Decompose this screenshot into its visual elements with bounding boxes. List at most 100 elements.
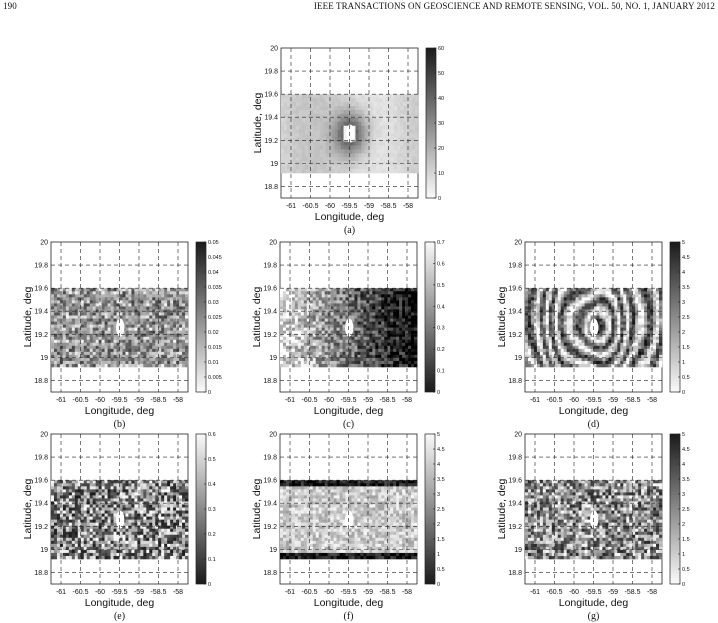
- image-cell: [647, 342, 651, 347]
- image-cell: [125, 339, 129, 344]
- image-cell: [173, 297, 177, 301]
- image-cell: [623, 342, 627, 347]
- image-cell: [53, 534, 58, 539]
- image-cell: [161, 363, 165, 368]
- image-cell: [173, 348, 177, 353]
- image-cell: [74, 288, 79, 292]
- image-cell: [599, 336, 603, 341]
- image-cell: [62, 294, 67, 298]
- image-cell: [396, 309, 400, 313]
- image-cell: [351, 321, 355, 325]
- image-cell: [101, 291, 105, 295]
- image-cell: [65, 504, 70, 508]
- image-cell: [101, 342, 105, 347]
- image-cell: [294, 312, 299, 316]
- image-cell: [104, 330, 108, 334]
- image-cell: [626, 303, 630, 307]
- image-cell: [557, 354, 562, 359]
- image-cell: [390, 360, 394, 365]
- image-cell: [402, 315, 406, 319]
- image-cell: [611, 330, 615, 334]
- image-cell: [409, 110, 413, 115]
- image-cell: [291, 312, 296, 316]
- image-cell: [414, 342, 418, 347]
- image-cell: [584, 342, 588, 347]
- image-cell: [304, 157, 309, 162]
- image-cell: [412, 161, 416, 166]
- image-cell: [376, 149, 380, 154]
- image-cell: [92, 291, 96, 295]
- image-cell: [322, 117, 326, 123]
- image-cell: [400, 133, 404, 138]
- image-cell: [325, 102, 329, 107]
- image-cell: [51, 330, 55, 334]
- image-cell: [158, 336, 162, 341]
- image-cell: [653, 300, 657, 304]
- image-cell: [346, 157, 350, 162]
- image-cell: [412, 133, 416, 138]
- image-cell: [104, 309, 108, 313]
- image-cell: [381, 300, 385, 304]
- image-cell: [286, 149, 291, 154]
- image-cell: [179, 351, 183, 356]
- image-cell: [158, 294, 162, 298]
- image-cell: [659, 348, 663, 353]
- image-cell: [403, 165, 407, 170]
- image-cell: [59, 489, 64, 493]
- image-cell: [80, 327, 85, 331]
- image-cell: [575, 300, 579, 304]
- image-cell: [614, 324, 618, 328]
- image-cell: [378, 348, 382, 353]
- image-cell: [578, 309, 582, 313]
- image-cell: [331, 141, 335, 146]
- image-cell: [143, 351, 147, 356]
- image-cell: [614, 312, 618, 316]
- image-cell: [647, 348, 651, 353]
- image-cell: [641, 351, 645, 356]
- image-cell: [309, 288, 314, 292]
- image-cell: [152, 360, 156, 365]
- image-cell: [312, 360, 317, 365]
- image-cell: [626, 312, 630, 316]
- image-cell: [301, 129, 306, 134]
- image-cell: [312, 324, 317, 328]
- image-cell: [322, 133, 326, 138]
- image-cell: [179, 345, 183, 350]
- image-cell: [62, 549, 67, 554]
- image-cell: [325, 149, 329, 154]
- image-cell: [149, 360, 153, 365]
- image-cell: [614, 309, 618, 313]
- image-cell: [319, 121, 323, 127]
- image-cell: [280, 333, 284, 338]
- image-cell: [340, 110, 344, 115]
- image-cell: [557, 345, 562, 350]
- x-axis-label: Longitude, deg: [85, 405, 155, 417]
- image-cell: [131, 360, 135, 365]
- image-cell: [605, 288, 609, 292]
- image-cell: [381, 360, 385, 365]
- image-cell: [384, 297, 388, 301]
- image-cell: [179, 342, 183, 347]
- image-cell: [283, 98, 288, 103]
- image-cell: [301, 157, 306, 162]
- image-cell: [286, 125, 291, 130]
- image-cell: [291, 360, 296, 365]
- image-cell: [533, 312, 538, 316]
- image-cell: [310, 153, 315, 158]
- image-cell: [59, 291, 64, 295]
- image-cell: [333, 315, 337, 319]
- image-cell: [563, 351, 567, 356]
- image-cell: [394, 157, 398, 162]
- image-cell: [632, 321, 636, 325]
- image-cell: [312, 345, 317, 350]
- image-cell: [62, 297, 67, 301]
- image-cell: [409, 165, 413, 170]
- image-cell: [372, 342, 376, 347]
- image-cell: [525, 360, 529, 365]
- image-cell: [393, 294, 397, 298]
- image-cell: [119, 312, 123, 316]
- image-cell: [119, 291, 123, 295]
- image-cell: [282, 351, 287, 356]
- image-cell: [372, 339, 376, 344]
- image-cell: [587, 321, 591, 325]
